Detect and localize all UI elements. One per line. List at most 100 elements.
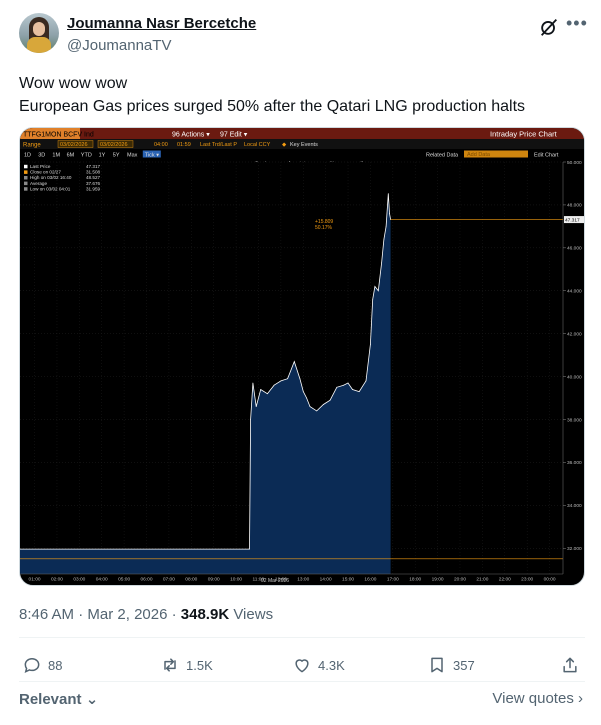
chart-gridlines — [20, 161, 563, 574]
y-tick-label: 34.000 — [567, 503, 582, 509]
reply-icon — [24, 657, 40, 674]
ticker-box — [20, 128, 80, 139]
series-point — [299, 378, 301, 380]
author-handle[interactable]: @JoumannaTV — [67, 37, 172, 54]
x-tick-label: 06:00 — [141, 577, 153, 583]
legend-value: 48.527 — [86, 175, 100, 180]
legend-label: Low on 03/02 04:01 — [30, 186, 71, 191]
period-button-tick[interactable]: Tick ▾ — [145, 153, 159, 159]
period-bar — [20, 149, 584, 159]
last-price-tag-label: 47.317 — [565, 217, 580, 223]
series-point — [249, 548, 250, 550]
grok-icon[interactable] — [538, 16, 560, 38]
period-button-ytd[interactable]: YTD — [81, 153, 92, 159]
period-button-6m[interactable]: 6M — [67, 153, 75, 159]
series-point — [336, 386, 338, 388]
period-button-1y[interactable]: 1Y — [99, 153, 106, 159]
chevron-right-icon: › — [573, 690, 583, 707]
x-tick-label: 00:00 — [544, 577, 556, 583]
view-quotes-link[interactable]: View quotes › — [492, 690, 583, 707]
x-tick-label: 14:00 — [320, 577, 332, 583]
series-point — [381, 262, 382, 264]
like-count: 4.3K — [318, 657, 345, 673]
x-tick-label: 10:00 — [230, 577, 242, 583]
time-to[interactable]: 01:59 — [177, 142, 191, 148]
bloomberg-chart: TTFG1MON BCFV Ind 96 Actions ▾ 97 Edit ▾… — [20, 128, 584, 584]
y-tick-label: 32.000 — [567, 546, 582, 552]
change-annotation: +15.809 — [315, 219, 333, 225]
series-point — [385, 226, 387, 227]
meta-separator: · — [167, 606, 181, 623]
add-data-field[interactable] — [464, 150, 528, 158]
repost-button[interactable]: 1.5K — [160, 655, 213, 675]
more-options-icon[interactable]: ••• — [566, 13, 588, 33]
bookmark-button[interactable]: 357 — [427, 655, 475, 675]
series-point — [352, 389, 353, 390]
legend-marker — [24, 164, 28, 169]
legend-label: Close on 02/27 — [30, 170, 61, 175]
tweet-date[interactable]: Mar 2, 2026 — [87, 606, 168, 623]
series-point — [323, 404, 324, 405]
chart-series-area — [20, 193, 391, 574]
series-point — [250, 419, 252, 420]
local-ccy-select[interactable]: Local CCY — [244, 142, 271, 148]
author-display-name[interactable]: Joumanna Nasr Bercetche — [67, 15, 257, 32]
series-point — [377, 290, 379, 292]
series-point — [267, 393, 268, 395]
sort-relevant-button[interactable]: Relevant ⌄ — [19, 690, 98, 708]
x-tick-label: 16:00 — [364, 577, 376, 583]
range-to-field[interactable] — [97, 140, 134, 148]
x-tick-label: 23:00 — [521, 577, 533, 583]
legend-value: 31.508 — [86, 170, 100, 175]
x-tick-label: 01:00 — [29, 577, 41, 583]
y-tick-label: 46.000 — [567, 246, 582, 252]
key-events-icon: ◆ — [282, 142, 287, 148]
share-button[interactable] — [560, 655, 580, 675]
key-events-label[interactable]: Key Events — [290, 142, 318, 148]
range-from-field[interactable] — [57, 140, 94, 148]
like-button[interactable]: 4.3K — [292, 655, 345, 675]
series-point — [365, 380, 367, 382]
heart-icon — [295, 659, 309, 673]
actions-menu[interactable]: 96 Actions ▾ — [172, 132, 210, 139]
avatar[interactable] — [19, 13, 59, 53]
series-point — [389, 213, 390, 214]
time-from[interactable]: 04:00 — [154, 142, 168, 148]
series-area-fill — [20, 193, 391, 574]
series-point — [302, 391, 304, 392]
related-data-label[interactable]: Related Data — [426, 153, 459, 159]
tweet-time[interactable]: 8:46 AM — [19, 606, 75, 623]
period-button-1m[interactable]: 1M — [52, 153, 60, 159]
period-button-selected-bg — [142, 150, 161, 158]
repost-count: 1.5K — [186, 657, 213, 673]
series-line — [20, 193, 391, 550]
legend-marker — [24, 176, 28, 180]
series-point — [309, 406, 311, 407]
tweet-media-chart[interactable]: TTFG1MON BCFV Ind 96 Actions ▾ 97 Edit ▾… — [19, 127, 585, 586]
series-point — [383, 238, 385, 240]
range-to: 03/02/2026 — [100, 142, 128, 148]
edit-menu[interactable]: 97 Edit ▾ — [220, 132, 248, 139]
terminal-title-bar — [20, 128, 584, 139]
period-button-3d[interactable]: 3D — [38, 153, 45, 159]
series-point — [273, 384, 275, 386]
tweet-text: Wow wow wow European Gas prices surged 5… — [19, 72, 585, 118]
range-bar — [20, 139, 584, 149]
last-trd-select[interactable]: Last Trd/Last P — [200, 142, 237, 148]
x-tick-label: 02:00 — [51, 577, 63, 583]
edit-chart-button[interactable]: Edit Chart — [534, 153, 559, 159]
last-price-tag — [564, 216, 584, 224]
period-button-5y[interactable]: 5Y — [113, 153, 120, 159]
period-button-1d[interactable]: 1D — [24, 153, 31, 159]
reply-button[interactable]: 88 — [22, 655, 62, 675]
series-point — [255, 406, 257, 407]
period-button-max[interactable]: Max — [127, 153, 138, 159]
x-tick-label: 07:00 — [163, 577, 175, 583]
repost-icon — [164, 658, 176, 672]
x-tick-label: 20:00 — [454, 577, 466, 583]
views-label: Views — [229, 606, 274, 623]
series-point — [260, 389, 262, 390]
x-tick-label: 03:00 — [73, 577, 85, 583]
series-point — [347, 382, 349, 384]
x-tick-label: 15:00 — [342, 577, 354, 583]
